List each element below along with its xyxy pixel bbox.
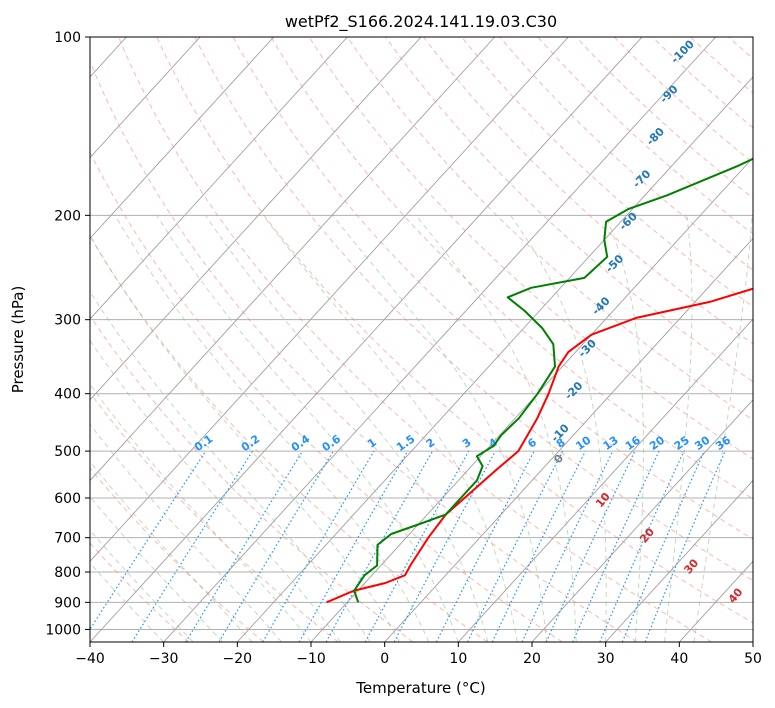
- x-tick-label: 10: [449, 651, 467, 667]
- mixing-ratio-line: [393, 450, 496, 642]
- dry-adiabat-line: [156, 37, 753, 624]
- moist-adiabat-line: [510, 215, 607, 642]
- y-tick-label: 900: [54, 595, 81, 611]
- isotherm-line: [531, 399, 753, 642]
- plot-background: [90, 37, 753, 642]
- mixing-ratio-line: [185, 450, 304, 642]
- mixing-ratio-line: [621, 450, 705, 642]
- y-axis-title: Pressure (hPa): [9, 286, 27, 394]
- moist-adiabat-line: [332, 214, 548, 642]
- dry-adiabat-line: [90, 314, 414, 642]
- isotherm-line: [90, 37, 422, 401]
- moist-adiabat-line: [90, 383, 312, 642]
- x-axis-title: Temperature (°C): [355, 679, 485, 697]
- dry-adiabat-line: [461, 37, 753, 308]
- y-tick-label: 200: [54, 208, 81, 224]
- dry-adiabat-line: [194, 37, 753, 582]
- isotherm-line: [384, 237, 753, 642]
- dry-adiabat-line: [270, 37, 753, 500]
- mixing-ratio-line: [466, 450, 564, 642]
- mixing-ratio-line: [131, 450, 254, 642]
- moist-adiabat-line: [90, 290, 371, 642]
- x-tick-label: 20: [523, 651, 541, 667]
- dry-adiabat-line: [232, 37, 753, 540]
- x-tick-label: −30: [149, 651, 179, 667]
- x-tick-label: −20: [223, 651, 253, 667]
- isotherm-line: [90, 37, 496, 482]
- moist-adiabat-line: [693, 215, 753, 642]
- moist-adiabat-line: [156, 215, 459, 642]
- x-tick-label: −40: [75, 651, 105, 667]
- dry-adiabat-line: [90, 467, 264, 642]
- moist-adiabat-line: [205, 215, 489, 642]
- chart-title: wetPf2_S166.2024.141.19.03.C30: [285, 12, 557, 32]
- mixing-ratio-line: [325, 450, 434, 642]
- moist-adiabat-line: [664, 215, 693, 642]
- dry-adiabat-line: [90, 235, 488, 642]
- isotherm-line: [90, 37, 569, 562]
- y-tick-label: 700: [54, 531, 81, 547]
- y-tick-label: 300: [54, 313, 81, 329]
- moist-adiabat-line: [90, 460, 253, 642]
- mixing-ratio-line: [572, 450, 660, 642]
- mixing-ratio-line: [599, 450, 685, 642]
- x-tick-label: −10: [296, 651, 326, 667]
- isotherm-line: [458, 318, 753, 642]
- x-tick-label: 30: [597, 651, 615, 667]
- plot-frame: [89, 36, 754, 643]
- y-tick-label: 1000: [45, 622, 81, 638]
- isotherm-line: [90, 37, 201, 159]
- isotherm-line: [90, 37, 643, 642]
- moist-adiabat-line: [90, 234, 400, 642]
- isotherm-line: [90, 37, 275, 240]
- isotherm-line: [605, 479, 753, 642]
- mixing-ratio-line: [90, 450, 207, 631]
- mixing-ratio-line: [364, 450, 470, 642]
- isotherm-line: [310, 156, 753, 642]
- x-tick-label: 0: [380, 651, 389, 667]
- dry-adiabat-line: [90, 151, 563, 642]
- y-tick-label: 400: [54, 387, 81, 403]
- y-tick-label: 500: [54, 444, 81, 460]
- y-tick-label: 800: [54, 565, 81, 581]
- moist-adiabat-line: [90, 423, 282, 642]
- temperature-profile-line: [326, 287, 753, 604]
- x-tick-label: 50: [744, 651, 762, 667]
- moist-adiabat-line: [90, 495, 223, 642]
- x-tick-label: 40: [670, 651, 688, 667]
- isotherm-line: [237, 76, 753, 642]
- dewpoint-profile-line: [353, 157, 753, 603]
- isotherm-line: [752, 641, 753, 642]
- moist-adiabat-line: [415, 214, 577, 642]
- y-tick-label: 100: [54, 30, 81, 46]
- moist-adiabat-line: [90, 339, 341, 642]
- mixing-ratio-line: [644, 450, 726, 642]
- isotherm-line: [163, 37, 717, 642]
- moist-adiabat-line: [114, 215, 430, 642]
- y-tick-label: 600: [54, 491, 81, 507]
- isotherm-line: [90, 37, 348, 320]
